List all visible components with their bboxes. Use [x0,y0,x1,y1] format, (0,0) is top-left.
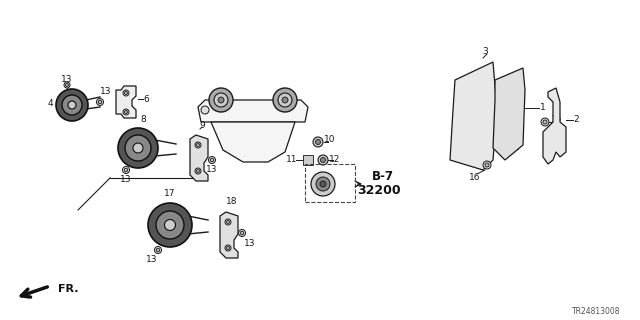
Circle shape [68,101,76,109]
Circle shape [196,170,200,172]
Circle shape [97,99,104,106]
Circle shape [211,158,214,162]
Circle shape [282,97,288,103]
Circle shape [543,120,547,124]
Text: 32200: 32200 [357,183,401,196]
Text: 18: 18 [227,197,237,206]
Circle shape [196,143,200,147]
Bar [500,139,518,149]
Circle shape [122,166,129,173]
Circle shape [133,143,143,153]
Circle shape [65,84,68,86]
Circle shape [64,82,70,88]
Circle shape [273,88,297,112]
Text: 1: 1 [540,103,546,113]
Circle shape [125,92,127,94]
Circle shape [118,128,158,168]
Circle shape [164,220,175,230]
Text: 13: 13 [206,164,218,173]
Text: 11: 11 [286,156,298,164]
Circle shape [195,142,201,148]
Text: 8: 8 [140,116,146,124]
Text: 13: 13 [244,238,256,247]
Text: 2: 2 [573,116,579,124]
Circle shape [62,95,82,115]
Circle shape [209,88,233,112]
Circle shape [123,109,129,115]
Polygon shape [450,62,497,170]
Text: 13: 13 [100,87,112,97]
Text: 3: 3 [482,47,488,57]
Circle shape [240,231,244,235]
Polygon shape [190,135,208,181]
Text: 12: 12 [330,156,340,164]
Bar [500,103,518,113]
Text: 10: 10 [324,135,336,145]
Circle shape [156,211,184,239]
Text: B-7: B-7 [372,170,394,182]
Text: 13: 13 [61,75,73,84]
Circle shape [214,93,228,107]
Circle shape [483,161,491,169]
Polygon shape [116,86,136,118]
Circle shape [154,246,161,253]
Circle shape [125,110,127,114]
Circle shape [239,229,246,236]
Bar [305,164,355,202]
Circle shape [218,97,224,103]
Circle shape [99,100,102,104]
Bar [303,155,313,165]
Circle shape [541,118,549,126]
Text: 17: 17 [164,188,176,197]
Circle shape [311,172,335,196]
Text: 6: 6 [143,94,149,103]
Circle shape [148,203,192,247]
Text: 9: 9 [199,121,205,130]
Circle shape [125,135,151,161]
Circle shape [209,156,216,164]
Bar [500,121,518,131]
Circle shape [227,220,230,223]
Text: 4: 4 [47,99,53,108]
Polygon shape [543,88,566,164]
Circle shape [56,89,88,121]
Circle shape [124,168,128,172]
Circle shape [321,157,326,163]
Circle shape [313,137,323,147]
Circle shape [195,168,201,174]
Circle shape [123,90,129,96]
Circle shape [316,140,321,145]
Circle shape [201,106,209,114]
Circle shape [156,248,160,252]
Circle shape [225,245,231,251]
Text: TR24813008: TR24813008 [572,308,620,316]
Text: 13: 13 [120,174,132,183]
Polygon shape [220,212,238,258]
Polygon shape [211,122,295,162]
Circle shape [225,219,231,225]
Polygon shape [198,100,308,122]
Polygon shape [493,68,525,160]
Text: 15: 15 [551,116,563,124]
Circle shape [278,93,292,107]
Text: 16: 16 [469,173,481,182]
Circle shape [485,163,489,167]
Circle shape [227,246,230,250]
Circle shape [316,177,330,191]
Text: FR.: FR. [58,284,79,294]
Circle shape [318,155,328,165]
Text: 13: 13 [147,254,157,263]
Circle shape [320,181,326,187]
